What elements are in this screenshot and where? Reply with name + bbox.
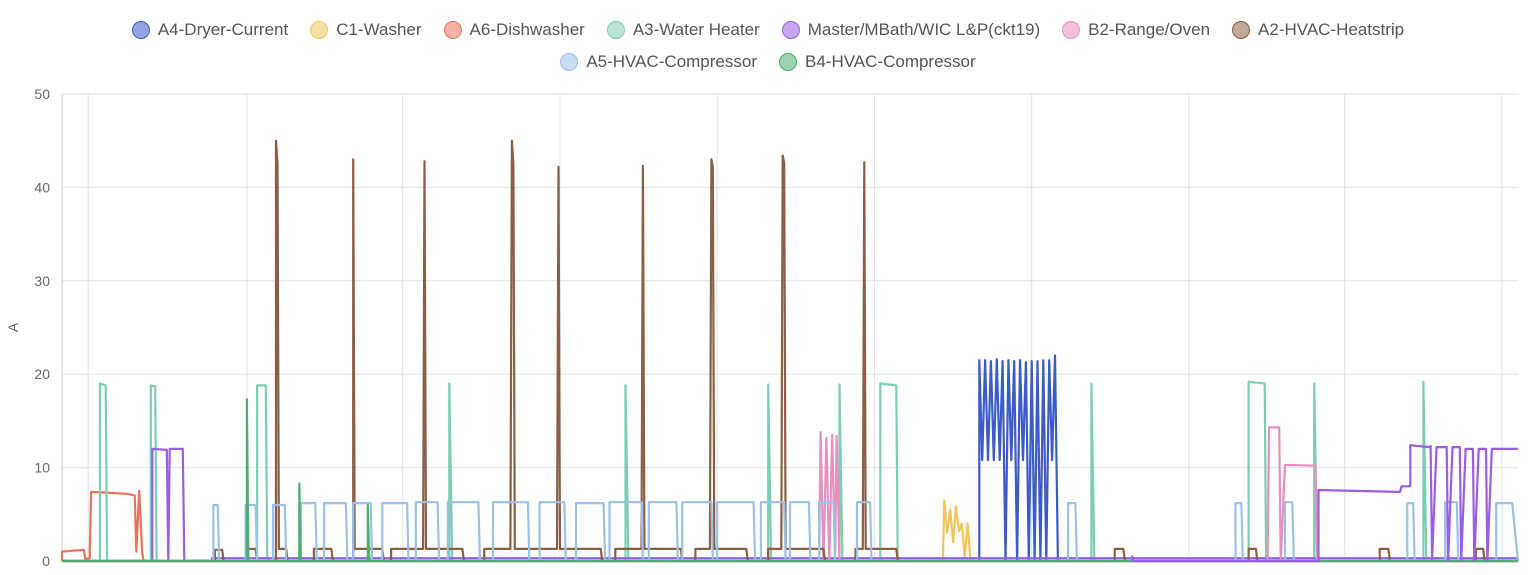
legend-swatch-icon <box>131 21 150 39</box>
y-tick-label: 0 <box>42 553 50 569</box>
legend-swatch-icon <box>1062 21 1081 39</box>
series-line <box>62 447 1518 563</box>
legend-item[interactable]: Master/MBath/WIC L&P(ckt19) <box>781 20 1041 40</box>
legend-swatch-icon <box>1232 21 1251 39</box>
legend-swatch-icon <box>606 21 625 39</box>
series-line <box>62 426 1518 563</box>
legend-item[interactable]: A3-Water Heater <box>606 20 760 40</box>
legend-label: B4-HVAC-Compressor <box>805 52 976 71</box>
y-tick-label: 30 <box>34 273 50 289</box>
legend-swatch-icon <box>443 21 462 39</box>
series-line <box>62 501 1520 563</box>
legend-label: A5-HVAC-Compressor <box>586 52 757 71</box>
legend-row: A4-Dryer-Current C1-Washer A6-Dishwasher A3… <box>0 14 1536 46</box>
legend-item[interactable]: B2-Range/Oven <box>1062 20 1210 40</box>
legend-item[interactable]: B4-HVAC-Compressor <box>779 52 976 72</box>
series-line <box>60 489 1518 563</box>
legend-swatch-icon <box>779 53 797 71</box>
y-tick-label: 50 <box>34 86 50 102</box>
legend-item[interactable]: A2-HVAC-Heatstrip <box>1232 20 1404 40</box>
legend-row: A5-HVAC-Compressor B4-HVAC-Compressor <box>0 46 1536 78</box>
legend-label: A2-HVAC-Heatstrip <box>1258 20 1405 39</box>
legend-label: A3-Water Heater <box>632 20 760 39</box>
legend-swatch-icon <box>781 21 800 39</box>
legend-item[interactable]: A6-Dishwasher <box>443 20 585 40</box>
legend-label: A4-Dryer-Current <box>157 20 289 39</box>
series-line <box>62 398 1518 563</box>
legend-item[interactable]: A5-HVAC-Compressor <box>560 52 757 72</box>
legend-item[interactable]: A4-Dryer-Current <box>131 20 289 40</box>
series-line <box>1131 444 1518 563</box>
y-tick-label: 20 <box>34 366 50 382</box>
legend: A4-Dryer-Current C1-Washer A6-Dishwasher A3… <box>0 14 1536 78</box>
y-tick-label: 10 <box>34 460 50 476</box>
legend-label: Master/MBath/WIC L&P(ckt19) <box>807 20 1041 39</box>
y-tick-label: 40 <box>34 179 50 195</box>
legend-swatch-icon <box>560 53 579 71</box>
series-line <box>62 139 1518 563</box>
series-line <box>62 499 1518 563</box>
legend-swatch-icon <box>310 21 329 39</box>
legend-item[interactable]: C1-Washer <box>310 20 422 40</box>
legend-label: B2-Range/Oven <box>1088 20 1211 39</box>
legend-label: C1-Washer <box>336 20 422 39</box>
y-axis-title: A <box>5 322 21 332</box>
legend-label: A6-Dishwasher <box>469 20 585 39</box>
